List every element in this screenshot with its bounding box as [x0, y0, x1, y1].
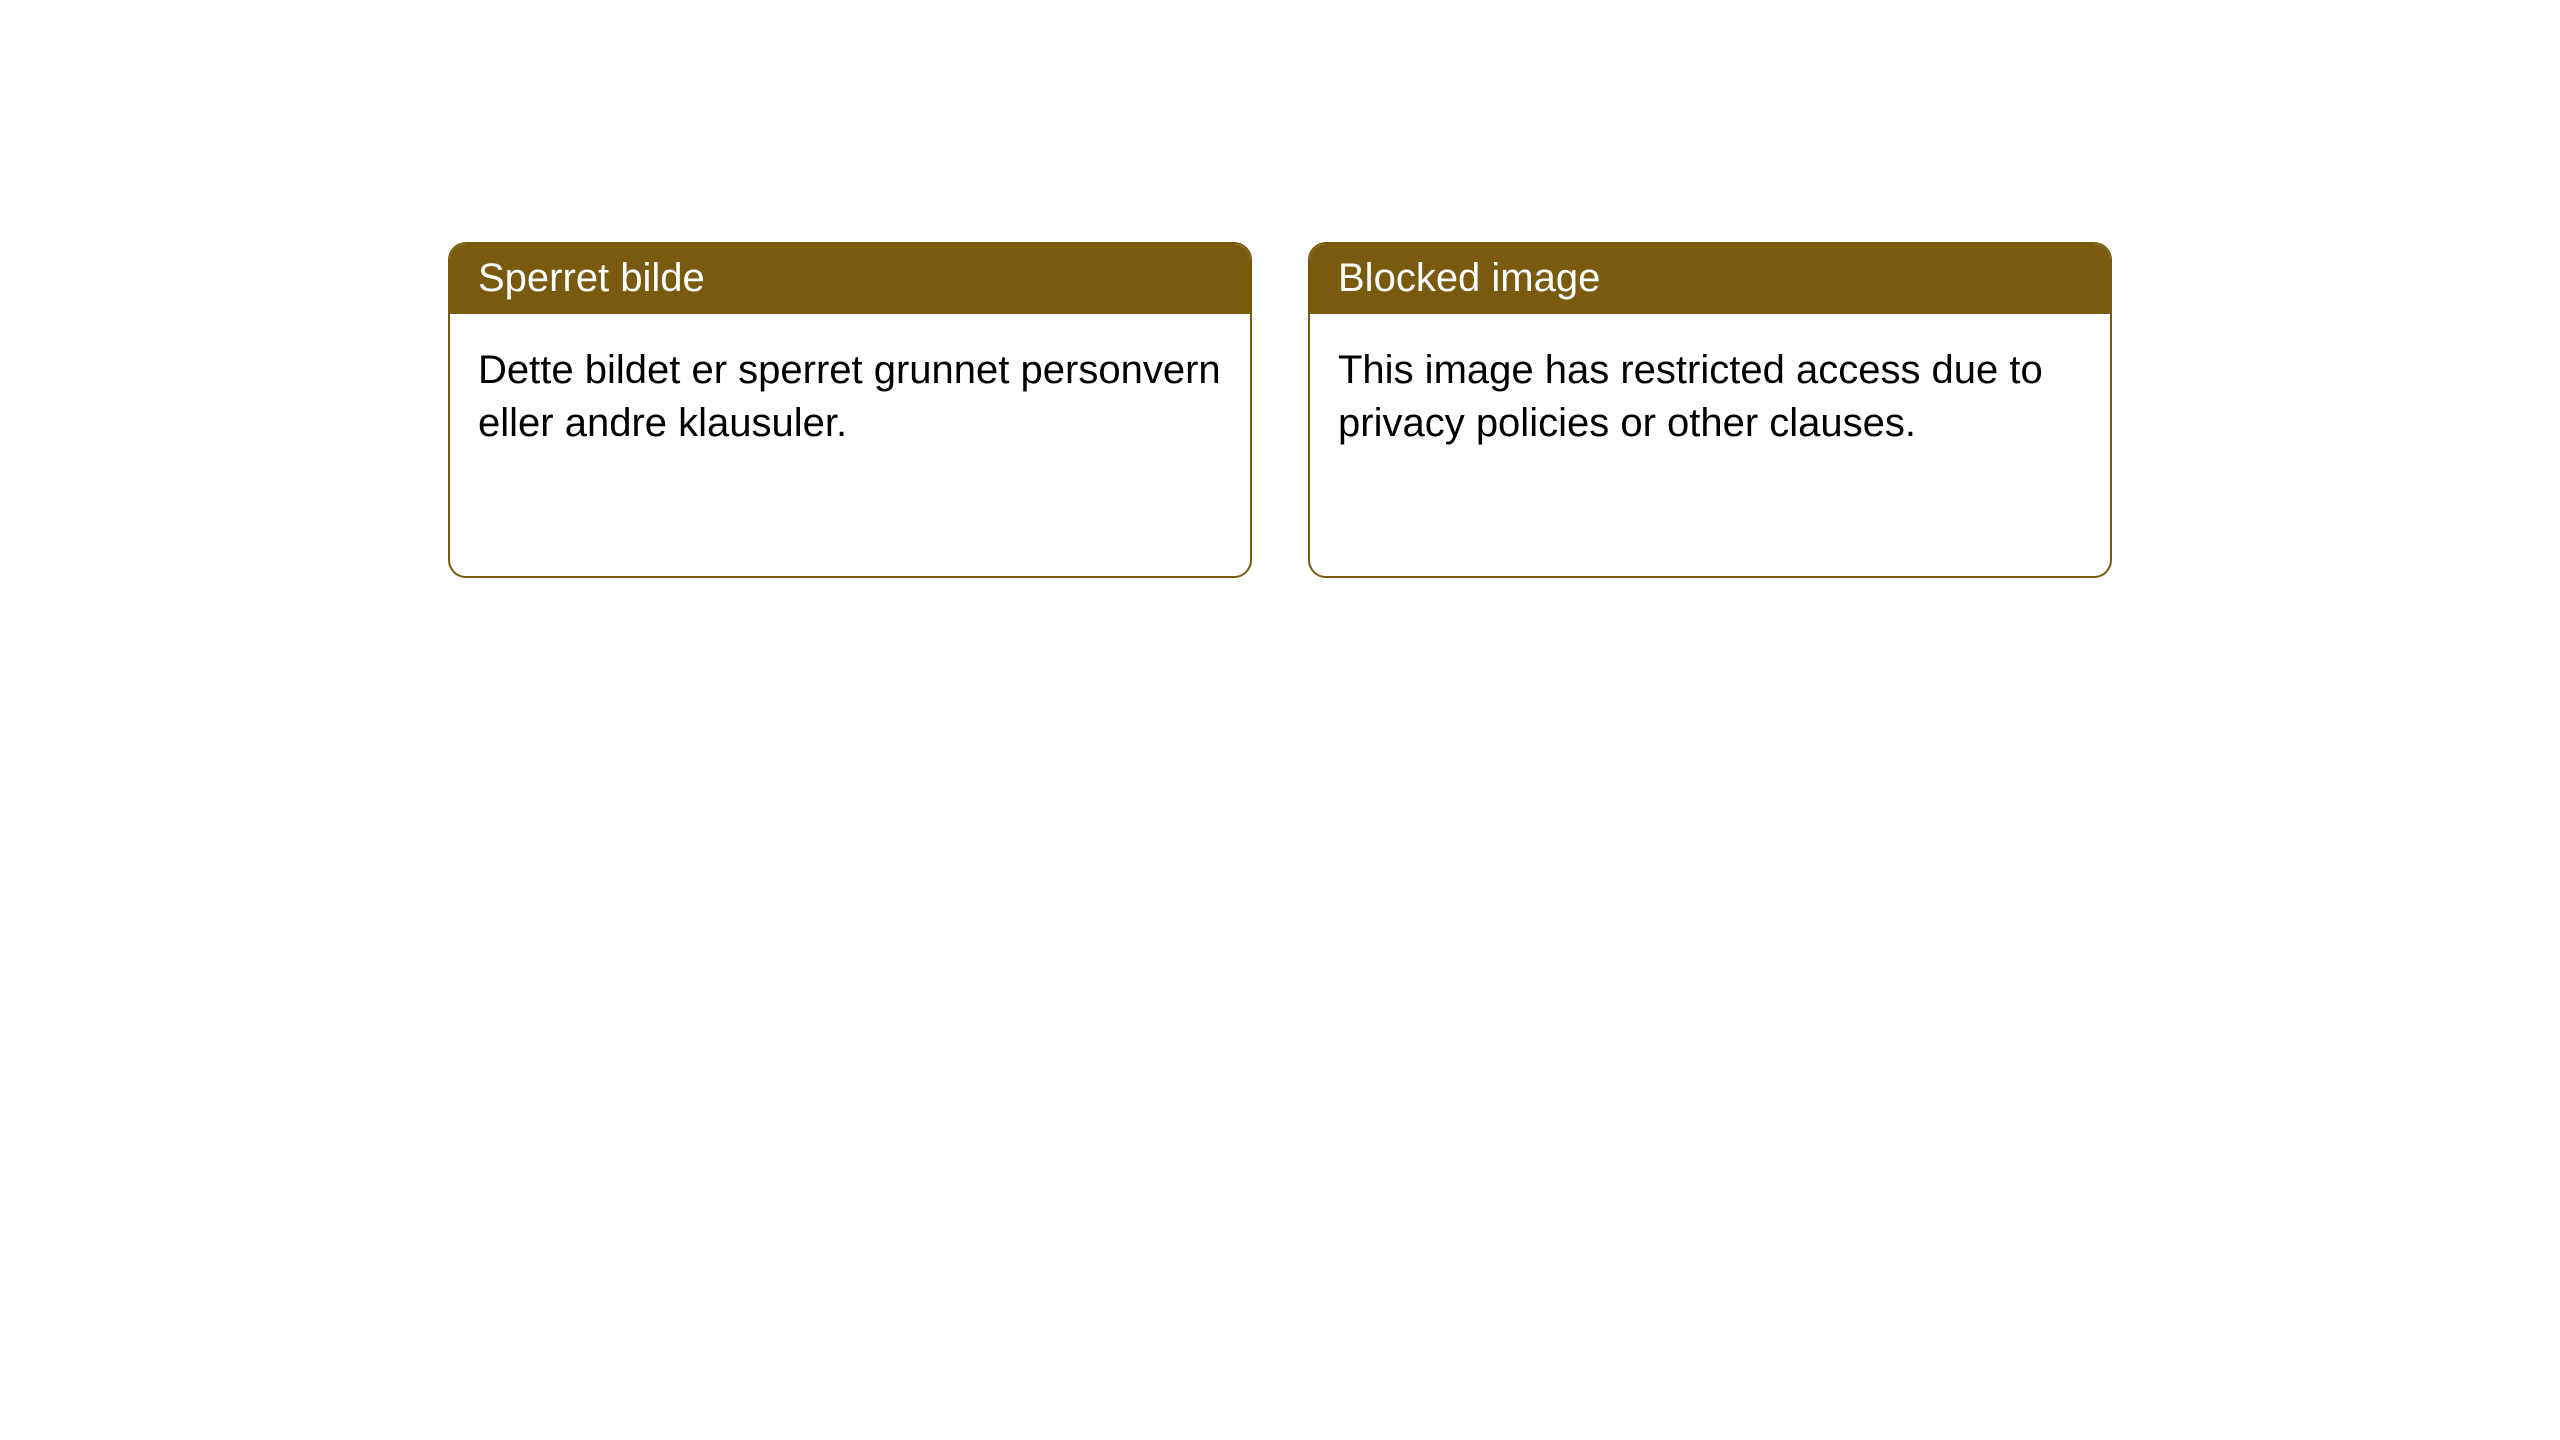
blocked-image-card-en: Blocked image This image has restricted … [1308, 242, 2112, 578]
blocked-image-card-no: Sperret bilde Dette bildet er sperret gr… [448, 242, 1252, 578]
card-body: This image has restricted access due to … [1310, 314, 2110, 478]
card-body-text: Dette bildet er sperret grunnet personve… [478, 348, 1221, 445]
card-header: Sperret bilde [450, 244, 1250, 314]
notice-container: Sperret bilde Dette bildet er sperret gr… [0, 0, 2560, 578]
card-title: Sperret bilde [478, 256, 705, 300]
card-header: Blocked image [1310, 244, 2110, 314]
card-title: Blocked image [1338, 256, 1600, 300]
card-body-text: This image has restricted access due to … [1338, 348, 2043, 445]
card-body: Dette bildet er sperret grunnet personve… [450, 314, 1250, 478]
